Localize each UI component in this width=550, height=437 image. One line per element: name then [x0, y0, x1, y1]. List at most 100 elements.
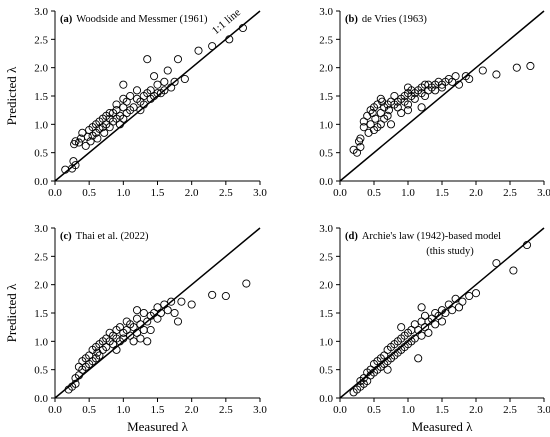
- y-tick-label: 2.5: [34, 251, 48, 263]
- data-point: [132, 306, 142, 315]
- x-tick-label: 2.5: [219, 404, 233, 416]
- data-point: [163, 306, 172, 315]
- y-tick-label: 0.0: [34, 176, 48, 188]
- y-tick-label: 3.0: [34, 6, 48, 18]
- y-tick-label: 2.0: [319, 280, 333, 292]
- data-point: [105, 108, 114, 118]
- data-point: [139, 308, 148, 318]
- data-point: [364, 128, 373, 137]
- x-tick-label: 2.0: [469, 187, 483, 199]
- y-tick-label: 0.5: [34, 365, 48, 377]
- panel-b: 0.0 0.5 1.0 1.5 2.0 2.5 3.0 0.0 0.5 1.0 1.5 2.0 2.5 3…: [319, 6, 550, 199]
- data-point: [451, 294, 460, 303]
- data-point: [160, 86, 169, 95]
- panel-title-text: Thai et al. (2022): [76, 231, 149, 242]
- data-point: [465, 74, 474, 84]
- x-tick-label: 0.0: [48, 187, 62, 199]
- data-point: [208, 42, 217, 51]
- x-tick-label: 1.0: [401, 187, 415, 199]
- data-point: [526, 61, 535, 71]
- data-point: [194, 46, 203, 55]
- data-point: [225, 35, 234, 44]
- y-tick-label: 3.0: [34, 223, 48, 235]
- data-point: [386, 120, 396, 129]
- panel-title: (d) Archie's law (1942)-based model: [345, 231, 501, 242]
- data-point: [170, 308, 179, 318]
- panel-subtitle: (this study): [426, 246, 474, 257]
- x-tick-label: 1.0: [116, 404, 130, 416]
- data-point: [383, 365, 392, 374]
- data-point: [417, 103, 426, 112]
- data-point: [74, 138, 83, 147]
- x-axis-label: Measured λ: [412, 419, 474, 434]
- x-tick-label: 1.0: [401, 404, 415, 416]
- y-tick-label: 3.0: [319, 223, 333, 235]
- data-point: [356, 134, 365, 143]
- data-point: [371, 114, 380, 123]
- data-point: [119, 80, 128, 89]
- y-axis-label: Predicted λ: [4, 66, 19, 125]
- data-point: [221, 291, 230, 301]
- data-point: [146, 325, 155, 335]
- data-point: [478, 66, 487, 75]
- data-point: [383, 111, 392, 120]
- data-point: [136, 334, 145, 343]
- y-tick-label: 2.5: [34, 34, 48, 46]
- data-point: [78, 128, 87, 137]
- data-point: [410, 94, 419, 103]
- data-point: [448, 306, 457, 315]
- panel-title: (b) de Vries (1963): [345, 14, 427, 25]
- x-tick-label: 1.5: [151, 404, 165, 416]
- panel-title: (a) Woodside and Messmer (1961): [60, 14, 208, 25]
- data-point: [465, 291, 474, 301]
- x-tick-label: 3.0: [537, 404, 550, 416]
- data-point: [71, 161, 80, 170]
- data-point: [177, 297, 186, 306]
- data-point: [139, 325, 148, 335]
- data-point: [81, 141, 90, 150]
- x-tick-label: 0.0: [333, 187, 347, 199]
- x-tick-label: 2.5: [503, 187, 517, 199]
- data-point: [173, 55, 183, 64]
- y-axis-label: Predicted λ: [4, 283, 19, 342]
- data-point: [522, 240, 532, 250]
- data-point: [417, 303, 426, 312]
- y-tick-label: 1.5: [319, 91, 333, 103]
- x-tick-label: 1.5: [435, 187, 449, 199]
- one-to-one-label: 1:1 line: [210, 6, 243, 37]
- y-tick-label: 1.0: [34, 336, 48, 348]
- data-point: [366, 106, 375, 115]
- x-tick-label: 0.5: [367, 404, 381, 416]
- y-tick-label: 1.5: [34, 91, 48, 103]
- y-tick-label: 0.0: [319, 176, 333, 188]
- data-point: [424, 328, 433, 337]
- data-point: [163, 66, 172, 75]
- panel-letter: (c): [60, 231, 72, 242]
- x-tick-label: 0.5: [367, 187, 381, 199]
- data-point: [458, 297, 467, 306]
- data-point: [156, 308, 165, 318]
- data-point: [356, 142, 365, 152]
- x-tick-label: 3.0: [537, 187, 550, 199]
- data-point: [139, 100, 148, 109]
- data-point: [208, 290, 217, 299]
- data-point: [150, 72, 159, 81]
- data-point: [173, 317, 183, 326]
- data-point: [93, 134, 102, 143]
- y-tick-label: 0.5: [319, 365, 333, 377]
- x-tick-label: 2.0: [185, 404, 199, 416]
- data-point: [359, 123, 368, 132]
- data-point: [410, 334, 419, 343]
- data-point: [86, 137, 95, 146]
- data-point: [431, 320, 440, 329]
- data-point: [112, 100, 121, 109]
- x-tick-label: 0.5: [82, 187, 96, 199]
- data-point: [170, 77, 179, 86]
- x-tick-label: 0.0: [333, 404, 347, 416]
- panel-title: (c) Thai et al. (2022): [60, 231, 149, 242]
- panel-title-text: Archie's law (1942)-based model: [362, 231, 501, 242]
- y-tick-label: 2.5: [319, 251, 333, 263]
- data-point: [509, 266, 518, 275]
- data-point: [112, 345, 121, 354]
- y-tick-label: 0.5: [319, 148, 333, 160]
